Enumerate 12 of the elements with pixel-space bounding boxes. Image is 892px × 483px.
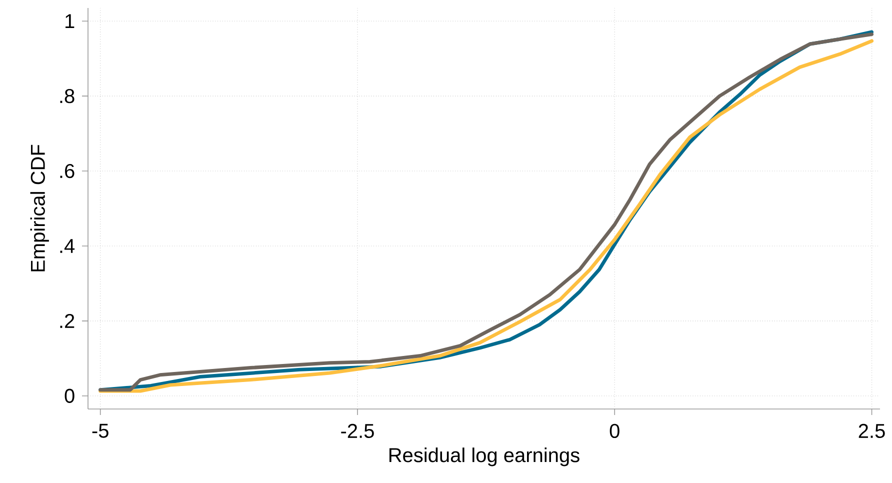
y-tick-label: .2 (60, 314, 74, 328)
x-axis-title: Residual log earnings (389, 448, 580, 466)
y-tick-label: .4 (60, 239, 75, 253)
x-tick-label: -2.5 (341, 424, 374, 438)
x-tick-label: -5 (92, 424, 108, 438)
y-tick-label: .6 (60, 164, 74, 178)
y-tick-label: .8 (60, 88, 74, 104)
y-tick-label: 1 (66, 14, 74, 28)
x-tick-label: 2.5 (858, 424, 885, 438)
y-axis-title: Empirical CDF (30, 144, 49, 272)
y-tick-label: 0 (64, 388, 74, 403)
x-tick-label: 0 (610, 424, 620, 438)
